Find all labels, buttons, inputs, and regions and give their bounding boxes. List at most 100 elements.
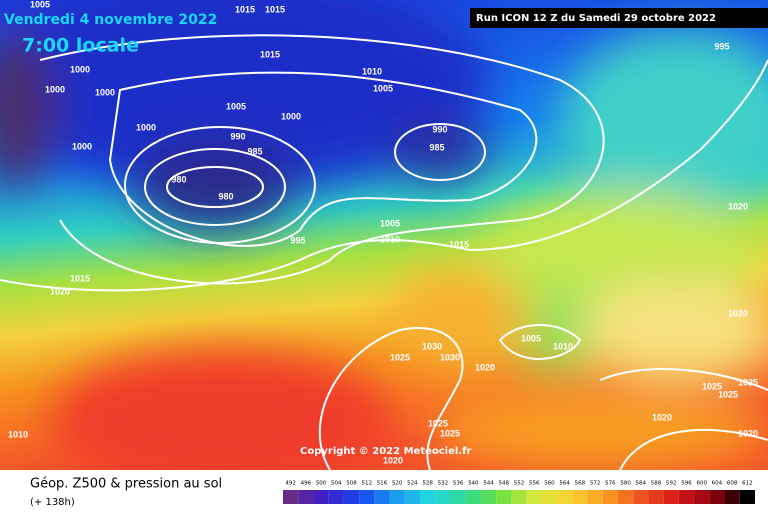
isobar-label: 1025 (718, 389, 738, 399)
isobar-label: 1000 (72, 141, 92, 151)
scale-swatch (709, 490, 725, 504)
isobar-label: 980 (218, 191, 233, 201)
scale-swatch (404, 490, 421, 504)
scale-label: 544 (483, 481, 494, 487)
scale-swatch (526, 490, 542, 504)
isobar-label: 1025 (738, 377, 758, 387)
isobar-label: 1000 (45, 84, 65, 94)
isobar-label: 1025 (428, 418, 448, 428)
legend-title: Géop. Z500 & pression au sol (30, 477, 222, 492)
scale-swatch (617, 490, 634, 504)
scale-label: 532 (438, 481, 449, 487)
scale-label: 604 (712, 481, 723, 487)
scale-swatch (328, 490, 344, 504)
scale-swatch (541, 490, 558, 504)
scale-label: 540 (468, 481, 479, 487)
scale-label: 492 (285, 481, 296, 487)
isobar-label: 980 (171, 174, 186, 184)
isobar-label: 1020 (475, 362, 495, 372)
isobar-label: 1015 (235, 4, 255, 14)
isobar-label: 985 (429, 142, 444, 152)
isobar-label: 1030 (440, 352, 460, 362)
isobar-label: 1025 (440, 428, 460, 438)
scale-swatch (496, 490, 512, 504)
scale-label: 564 (559, 481, 570, 487)
isobar-label: 1020 (652, 412, 672, 422)
scale-label: 592 (666, 481, 677, 487)
isobar-label: 995 (714, 41, 729, 51)
scale-swatch (420, 490, 436, 504)
isobar-label: 985 (247, 146, 262, 156)
run-box (470, 8, 768, 28)
forecast-step: (+ 138h) (30, 497, 75, 508)
forecast-date: Vendredi 4 novembre 2022 (4, 12, 217, 28)
scale-label: 496 (301, 481, 312, 487)
isobar-label: 1005 (373, 83, 393, 93)
isobar-label: 1020 (738, 428, 758, 438)
isobar-label: 1000 (136, 122, 156, 132)
scale-swatch (694, 490, 710, 504)
scale-swatch (343, 490, 360, 504)
isobar-label: 1005 (521, 333, 541, 343)
scale-label: 508 (346, 481, 357, 487)
isobar-label: 1020 (728, 308, 748, 318)
scale-swatch (480, 490, 497, 504)
scale-swatch (739, 490, 755, 504)
run-info: Run ICON 12 Z du Samedi 29 octobre 2022 (476, 13, 716, 24)
scale-label: 600 (696, 481, 707, 487)
isobar-label: 995 (290, 235, 305, 245)
isobar-label: 1000 (281, 111, 301, 121)
copyright: Copyright © 2022 Meteociel.fr (300, 446, 471, 457)
scale-swatch (374, 490, 390, 504)
isobar-label: 1010 (8, 429, 28, 439)
scale-swatch (663, 490, 679, 504)
isobar-label: 1015 (70, 273, 90, 283)
isobar-label: 1000 (70, 64, 90, 74)
scale-label: 612 (742, 481, 753, 487)
isobar-label: 1005 (380, 218, 400, 228)
isobar-label: 1020 (50, 286, 70, 296)
scale-swatch (511, 490, 527, 504)
scale-label: 552 (514, 481, 525, 487)
scale-swatch (678, 490, 695, 504)
isobar-label: 1025 (702, 381, 722, 391)
scale-label: 608 (727, 481, 738, 487)
forecast-time: 7:00 locale (22, 35, 139, 57)
scale-swatch (557, 490, 573, 504)
scale-label: 528 (422, 481, 433, 487)
isobar-label: 1010 (553, 341, 573, 351)
scale-swatch (633, 490, 649, 504)
scale-label: 516 (377, 481, 388, 487)
scale-label: 512 (361, 481, 372, 487)
scale-label: 580 (620, 481, 631, 487)
scale-label: 524 (407, 481, 418, 487)
isobar-label: 1015 (265, 4, 285, 14)
isobar-label: 1020 (383, 455, 403, 465)
map-background (0, 0, 768, 490)
isobar-label: 1005 (30, 0, 50, 9)
isobar-label: 1005 (226, 101, 246, 111)
scale-swatch (435, 490, 451, 504)
scale-label: 556 (529, 481, 540, 487)
scale-label: 500 (316, 481, 327, 487)
scale-swatch (313, 490, 329, 504)
scale-label: 504 (331, 481, 342, 487)
scale-swatch (359, 490, 375, 504)
isobar-label: 1010 (380, 234, 400, 244)
scale-label: 576 (605, 481, 616, 487)
scale-label: 572 (590, 481, 601, 487)
scale-swatch (450, 490, 466, 504)
scale-swatch (572, 490, 588, 504)
scale-label: 596 (681, 481, 692, 487)
isobar-label: 1015 (260, 49, 280, 59)
isobar-label: 1010 (362, 66, 382, 76)
isobar-label: 1030 (422, 341, 442, 351)
scale-label: 536 (453, 481, 464, 487)
scale-label: 588 (651, 481, 662, 487)
scale-swatch (283, 490, 299, 504)
isobar-label: 1015 (449, 239, 469, 249)
isobar-label: 1000 (95, 87, 115, 97)
isobar-label: 990 (230, 131, 245, 141)
scale-swatch (724, 490, 740, 504)
